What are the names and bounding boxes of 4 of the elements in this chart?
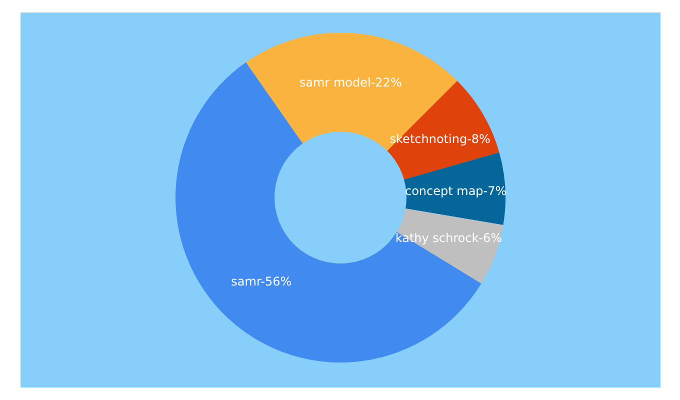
slice-label: samr model-22% <box>299 75 402 90</box>
slice-label: concept map-7% <box>404 184 507 198</box>
slice-label: samr-56% <box>231 274 292 289</box>
slice-label: sketchnoting-8% <box>390 132 490 146</box>
